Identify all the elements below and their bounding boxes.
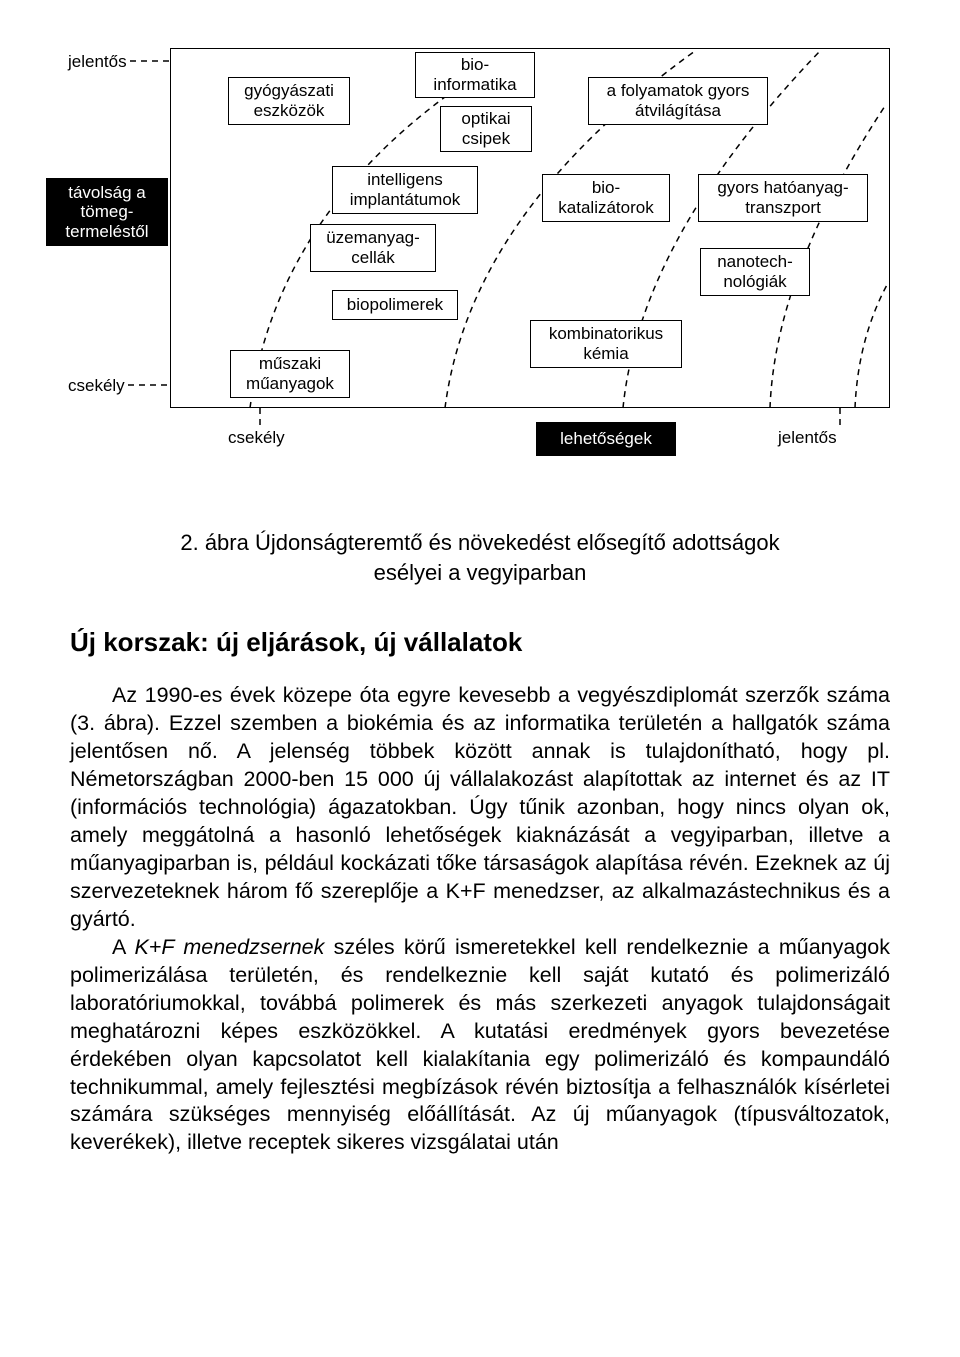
box-kombinatorikus: kombinatorikus kémia [530, 320, 682, 368]
box-folyamatok: a folyamatok gyors átvilágítása [588, 77, 768, 125]
box-biopolimerek: biopolimerek [332, 290, 458, 320]
para2-prefix: A [112, 935, 134, 959]
x-axis-title: lehetőségek [536, 422, 676, 456]
figure-caption: 2. ábra Újdonságteremtő és növekedést el… [110, 528, 850, 587]
paragraph-1: Az 1990-es évek közepe óta egyre keveseb… [70, 682, 890, 933]
x-axis-left-label: csekély [228, 428, 285, 448]
box-nanotechnologiak: nanotech- nológiák [700, 248, 810, 296]
x-axis-right-label: jelentős [778, 428, 837, 448]
box-uzemanyagcellak: üzemanyag- cellák [310, 224, 436, 272]
para2-italic: K+F menedzsernek [134, 935, 324, 959]
box-muszaki-muanyagok: műszaki műanyagok [230, 350, 350, 398]
box-optikai-csipek: optikai csipek [440, 106, 532, 152]
para2-rest: széles körű ismeretekkel kell rendelkezn… [70, 935, 890, 1155]
paragraph-2: A K+F menedzsernek széles körű ismeretek… [70, 934, 890, 1158]
box-intelligens: intelligens implantátumok [332, 166, 478, 214]
box-gyogyaszati: gyógyászati eszközök [228, 77, 350, 125]
box-biokatalizatorok: bio- katalizátorok [542, 174, 670, 222]
box-gyors-hatoanyag: gyors hatóanyag- transzport [698, 174, 868, 222]
body-text: Az 1990-es évek közepe óta egyre keveseb… [70, 682, 890, 1157]
box-bioinformatika: bio- informatika [415, 52, 535, 98]
opportunity-diagram: jelentős távolság a tömeg- termeléstől c… [70, 28, 890, 488]
section-heading: Új korszak: új eljárások, új vállalatok [70, 627, 890, 658]
